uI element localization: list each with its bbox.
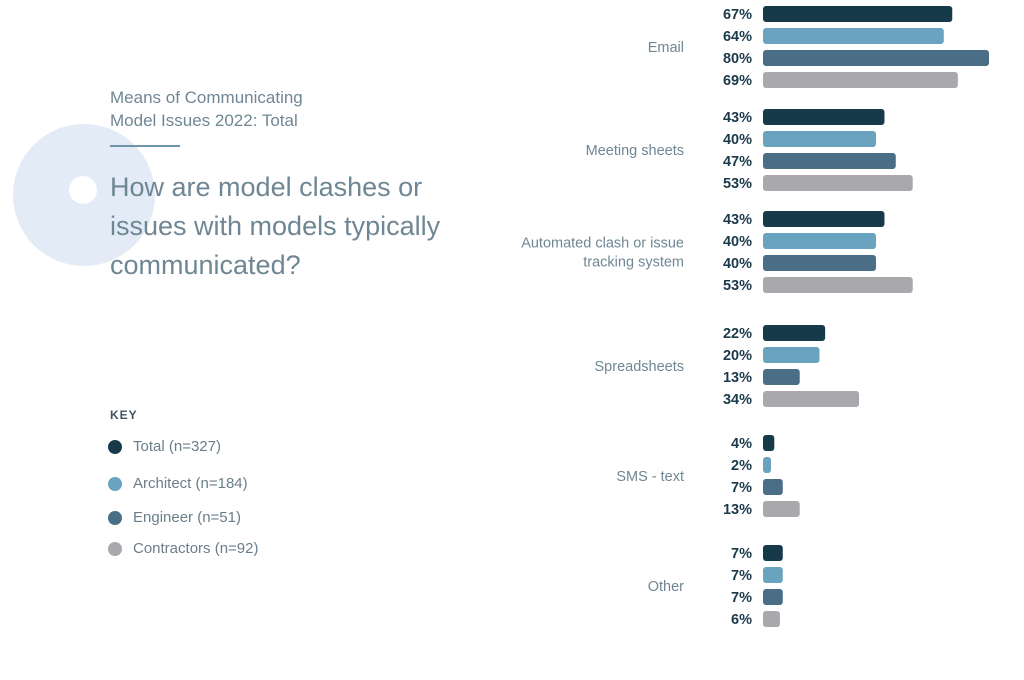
value-label: 53% xyxy=(723,176,752,192)
category-label-line: Spreadsheets xyxy=(595,359,684,375)
bar xyxy=(763,175,913,191)
category-label: Other xyxy=(648,579,684,595)
chart-subtitle: Means of Communicating Model Issues 2022… xyxy=(110,86,303,132)
bar xyxy=(763,233,876,249)
value-label: 20% xyxy=(723,348,752,364)
bar xyxy=(763,277,913,293)
value-label: 67% xyxy=(723,7,752,23)
legend-swatch xyxy=(108,542,122,556)
legend-label: Engineer (n=51) xyxy=(133,509,241,526)
bar xyxy=(763,347,820,363)
value-label: 7% xyxy=(731,568,752,584)
value-label: 69% xyxy=(723,73,752,89)
legend-label: Contractors (n=92) xyxy=(133,540,259,557)
subtitle-line-1: Means of Communicating xyxy=(110,88,303,107)
decorative-dot xyxy=(69,176,97,204)
category-label-line: Automated clash or issue xyxy=(521,236,684,252)
bar xyxy=(763,72,958,88)
value-label: 13% xyxy=(723,370,752,386)
title-divider xyxy=(110,145,180,147)
category-label: Meeting sheets xyxy=(586,143,684,159)
bar xyxy=(763,435,775,451)
bar xyxy=(763,50,989,66)
value-label: 7% xyxy=(731,480,752,496)
category-label: Email xyxy=(648,40,684,56)
value-label: 64% xyxy=(723,29,752,45)
value-label: 40% xyxy=(723,256,752,272)
value-label: 4% xyxy=(731,436,752,452)
value-label: 13% xyxy=(723,502,752,518)
value-label: 80% xyxy=(723,51,752,67)
bar xyxy=(763,369,800,385)
bar xyxy=(763,391,860,407)
legend-swatch xyxy=(108,440,122,454)
key-title: KEY xyxy=(110,408,138,422)
bar xyxy=(763,325,826,341)
value-label: 22% xyxy=(723,326,752,342)
value-label: 7% xyxy=(731,546,752,562)
bar xyxy=(763,255,876,271)
bar xyxy=(763,501,800,517)
bar xyxy=(763,457,771,473)
value-label: 43% xyxy=(723,110,752,126)
category-label-line: SMS - text xyxy=(616,469,684,485)
category-label: SMS - text xyxy=(616,469,684,485)
chart-question: How are model clashes or issues with mod… xyxy=(110,172,441,280)
category-label-line: tracking system xyxy=(583,255,684,271)
value-label: 43% xyxy=(723,212,752,228)
bar xyxy=(763,611,780,627)
category-label-line: Other xyxy=(648,579,684,595)
bar xyxy=(763,567,783,583)
legend-label: Architect (n=184) xyxy=(133,475,248,492)
value-label: 7% xyxy=(731,590,752,606)
legend-label: Total (n=327) xyxy=(133,438,221,455)
bar xyxy=(763,109,885,125)
value-label: 2% xyxy=(731,458,752,474)
bar xyxy=(763,28,944,44)
value-label: 47% xyxy=(723,154,752,170)
value-label: 40% xyxy=(723,132,752,148)
subtitle-line-2: Model Issues 2022: Total xyxy=(110,111,298,130)
bar xyxy=(763,131,876,147)
category-label: Automated clash or issue tracking system xyxy=(521,236,684,271)
bar xyxy=(763,479,783,495)
value-label: 34% xyxy=(723,392,752,408)
value-label: 6% xyxy=(731,612,752,628)
legend-swatch xyxy=(108,477,122,491)
category-label-line: Email xyxy=(648,40,684,56)
legend-swatch xyxy=(108,511,122,525)
bar xyxy=(763,6,953,22)
category-label: Spreadsheets xyxy=(595,359,684,375)
bar xyxy=(763,211,885,227)
value-label: 53% xyxy=(723,278,752,294)
bar xyxy=(763,153,896,169)
category-label-line: Meeting sheets xyxy=(586,143,684,159)
bar xyxy=(763,545,783,561)
value-label: 40% xyxy=(723,234,752,250)
bar xyxy=(763,589,783,605)
